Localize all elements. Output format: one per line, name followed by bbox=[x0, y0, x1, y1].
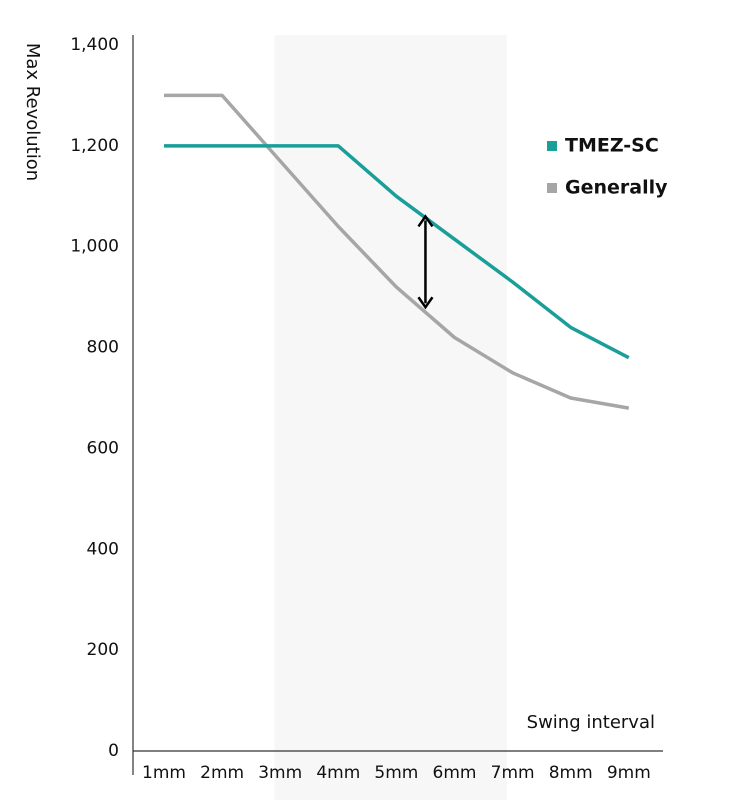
x-tick-label: 5mm bbox=[374, 763, 418, 783]
x-tick-label: 7mm bbox=[491, 763, 535, 783]
y-tick-label: 1,000 bbox=[70, 237, 119, 257]
y-tick-label: 400 bbox=[87, 539, 119, 559]
y-axis-title: Max Revolution bbox=[22, 43, 43, 181]
y-tick-label: 1,200 bbox=[70, 136, 119, 156]
x-tick-label: 4mm bbox=[316, 763, 360, 783]
legend-label: TMEZ-SC bbox=[565, 135, 659, 157]
series-layer bbox=[164, 93, 630, 410]
difference-arrow bbox=[417, 214, 434, 310]
x-tick-label: 9mm bbox=[607, 763, 651, 783]
series-line-generally bbox=[164, 93, 630, 410]
y-axis-ticks: 0 200 400 600 800 1,000 1,200 1,400 bbox=[70, 35, 119, 761]
legend-swatch bbox=[547, 141, 557, 151]
x-tick-label: 8mm bbox=[549, 763, 593, 783]
x-tick-label: 2mm bbox=[200, 763, 244, 783]
x-tick-label: 1mm bbox=[142, 763, 186, 783]
legend-label: Generally bbox=[565, 177, 668, 199]
legend: TMEZ-SC Generally bbox=[547, 135, 668, 199]
arrow-head-up bbox=[417, 214, 434, 228]
x-tick-label: 3mm bbox=[258, 763, 302, 783]
y-tick-label: 600 bbox=[87, 438, 119, 458]
arrow-head-down bbox=[417, 296, 434, 310]
highlight-band bbox=[274, 35, 507, 800]
legend-swatch bbox=[547, 183, 557, 193]
x-axis-title: Swing interval bbox=[527, 712, 655, 733]
y-tick-label: 800 bbox=[87, 338, 119, 358]
x-tick-label: 6mm bbox=[433, 763, 477, 783]
series-line-tmez-sc bbox=[164, 144, 630, 360]
y-tick-label: 200 bbox=[87, 640, 119, 660]
y-tick-label: 1,400 bbox=[70, 35, 119, 55]
y-tick-label: 0 bbox=[108, 741, 119, 761]
x-axis-ticks: 1mm 2mm 3mm 4mm 5mm 6mm 7mm 8mm 9mm bbox=[142, 763, 651, 783]
